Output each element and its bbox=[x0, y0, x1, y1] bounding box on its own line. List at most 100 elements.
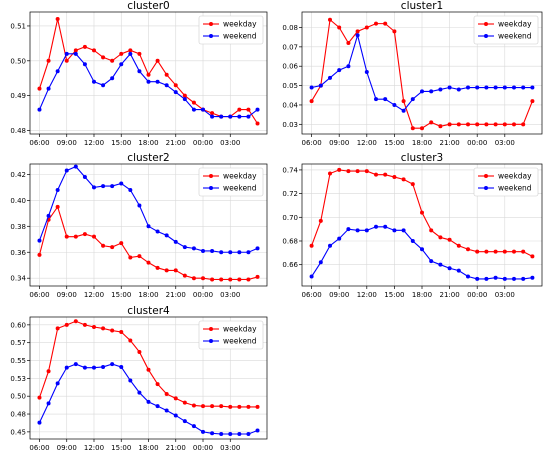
data-point-weekday bbox=[438, 124, 443, 129]
legend bbox=[198, 167, 264, 197]
data-point-weekday bbox=[309, 243, 314, 248]
data-point-weekday bbox=[119, 329, 124, 334]
data-point-weekday bbox=[110, 328, 115, 333]
data-point-weekday bbox=[438, 235, 443, 240]
data-point-weekend bbox=[493, 85, 498, 90]
y-tick-label: 0.04 bbox=[282, 101, 298, 109]
y-tick-label: 0.74 bbox=[282, 166, 298, 174]
legend-marker-weekend bbox=[209, 34, 213, 38]
y-tick-label: 0.40 bbox=[10, 197, 26, 205]
data-point-weekday bbox=[37, 252, 42, 257]
x-tick-label: 21:00 bbox=[166, 139, 186, 147]
data-point-weekday bbox=[146, 367, 151, 372]
data-point-weekday bbox=[420, 126, 424, 131]
data-point-weekday bbox=[392, 29, 397, 34]
x-tick-label: 15:00 bbox=[111, 139, 131, 147]
data-point-weekday bbox=[101, 243, 106, 248]
data-point-weekday bbox=[37, 86, 42, 91]
data-point-weekend bbox=[155, 79, 160, 84]
data-point-weekday bbox=[318, 218, 323, 223]
data-point-weekday bbox=[101, 55, 106, 60]
data-point-weekday bbox=[355, 169, 360, 174]
data-point-weekday bbox=[466, 247, 470, 252]
data-point-weekday bbox=[182, 400, 187, 405]
data-point-weekday bbox=[401, 99, 406, 104]
data-point-weekend bbox=[438, 87, 443, 92]
data-point-weekend bbox=[328, 243, 332, 248]
legend-marker-weekend bbox=[484, 186, 488, 190]
data-point-weekday bbox=[91, 324, 96, 329]
data-point-weekend bbox=[119, 364, 124, 369]
data-point-weekend bbox=[137, 69, 142, 74]
chart-title: cluster2 bbox=[127, 152, 169, 164]
data-point-weekday bbox=[119, 51, 124, 56]
y-tick-label: 0.49 bbox=[10, 92, 26, 100]
data-point-weekend bbox=[420, 247, 424, 252]
data-point-weekday bbox=[146, 260, 151, 265]
legend bbox=[198, 320, 264, 350]
data-point-weekend bbox=[246, 250, 251, 255]
x-tick-label: 15:00 bbox=[111, 291, 131, 299]
data-point-weekend bbox=[401, 108, 406, 113]
x-tick-label: 03:00 bbox=[495, 291, 515, 299]
y-tick-label: 0.05 bbox=[282, 82, 298, 90]
data-point-weekend bbox=[64, 365, 69, 370]
data-point-weekend bbox=[210, 248, 215, 253]
y-tick-label: 0.57 bbox=[10, 339, 26, 347]
x-tick-label: 09:00 bbox=[57, 291, 77, 299]
data-point-weekday bbox=[512, 122, 516, 127]
y-tick-label: 0.08 bbox=[282, 24, 298, 32]
data-point-weekend bbox=[530, 275, 535, 280]
legend-label-weekend: weekend bbox=[223, 184, 257, 193]
data-point-weekday bbox=[137, 349, 142, 354]
chart-title: cluster3 bbox=[401, 152, 443, 164]
data-point-weekday bbox=[73, 234, 78, 239]
y-tick-label: 0.36 bbox=[10, 249, 26, 257]
data-point-weekend bbox=[101, 83, 106, 88]
y-tick-label: 0.53 bbox=[10, 375, 26, 383]
data-point-weekday bbox=[128, 255, 133, 260]
data-point-weekend bbox=[128, 51, 133, 56]
legend-marker-weekday bbox=[484, 22, 488, 26]
data-point-weekend bbox=[337, 68, 342, 73]
data-point-weekday bbox=[530, 254, 535, 259]
data-point-weekend bbox=[364, 228, 369, 233]
data-point-weekday bbox=[337, 167, 342, 172]
data-point-weekend bbox=[456, 268, 461, 273]
data-point-weekday bbox=[164, 72, 169, 77]
subplot-cluster3: 0.66 0.68 0.70 0.72 0.74 06:00 09:00 12:00 15:00… bbox=[282, 152, 543, 299]
data-point-weekend bbox=[228, 250, 233, 255]
x-tick-label: 03:00 bbox=[495, 139, 515, 147]
data-point-weekend bbox=[110, 362, 115, 367]
data-point-weekend bbox=[55, 69, 60, 74]
y-tick-label: 0.72 bbox=[282, 190, 298, 198]
data-point-weekday bbox=[173, 396, 178, 401]
data-point-weekday bbox=[219, 404, 224, 409]
data-point-weekday bbox=[255, 121, 260, 126]
data-point-weekend bbox=[219, 250, 224, 255]
data-point-weekend bbox=[46, 86, 51, 91]
data-point-weekend bbox=[146, 224, 151, 229]
data-point-weekend bbox=[392, 102, 397, 107]
x-tick-label: 06:00 bbox=[302, 291, 322, 299]
data-point-weekday bbox=[493, 249, 498, 254]
data-point-weekday bbox=[201, 404, 206, 409]
y-tick-label: 0.03 bbox=[282, 121, 298, 129]
x-tick-label: 03:00 bbox=[220, 291, 240, 299]
data-point-weekday bbox=[210, 404, 215, 409]
data-point-weekend bbox=[64, 168, 69, 173]
data-point-weekday bbox=[82, 322, 87, 327]
data-point-weekend bbox=[146, 79, 151, 84]
data-point-weekend bbox=[164, 233, 169, 238]
data-point-weekend bbox=[164, 408, 169, 413]
legend-label-weekend: weekend bbox=[498, 32, 532, 41]
data-point-weekend bbox=[237, 114, 242, 119]
data-point-weekday bbox=[364, 169, 369, 174]
data-point-weekend bbox=[82, 174, 87, 179]
data-point-weekend bbox=[37, 238, 42, 243]
data-point-weekday bbox=[374, 21, 378, 26]
data-point-weekend bbox=[73, 164, 78, 169]
legend-label-weekday: weekday bbox=[498, 172, 532, 181]
data-point-weekday bbox=[420, 210, 424, 215]
y-tick-label: 0.42 bbox=[10, 171, 26, 179]
